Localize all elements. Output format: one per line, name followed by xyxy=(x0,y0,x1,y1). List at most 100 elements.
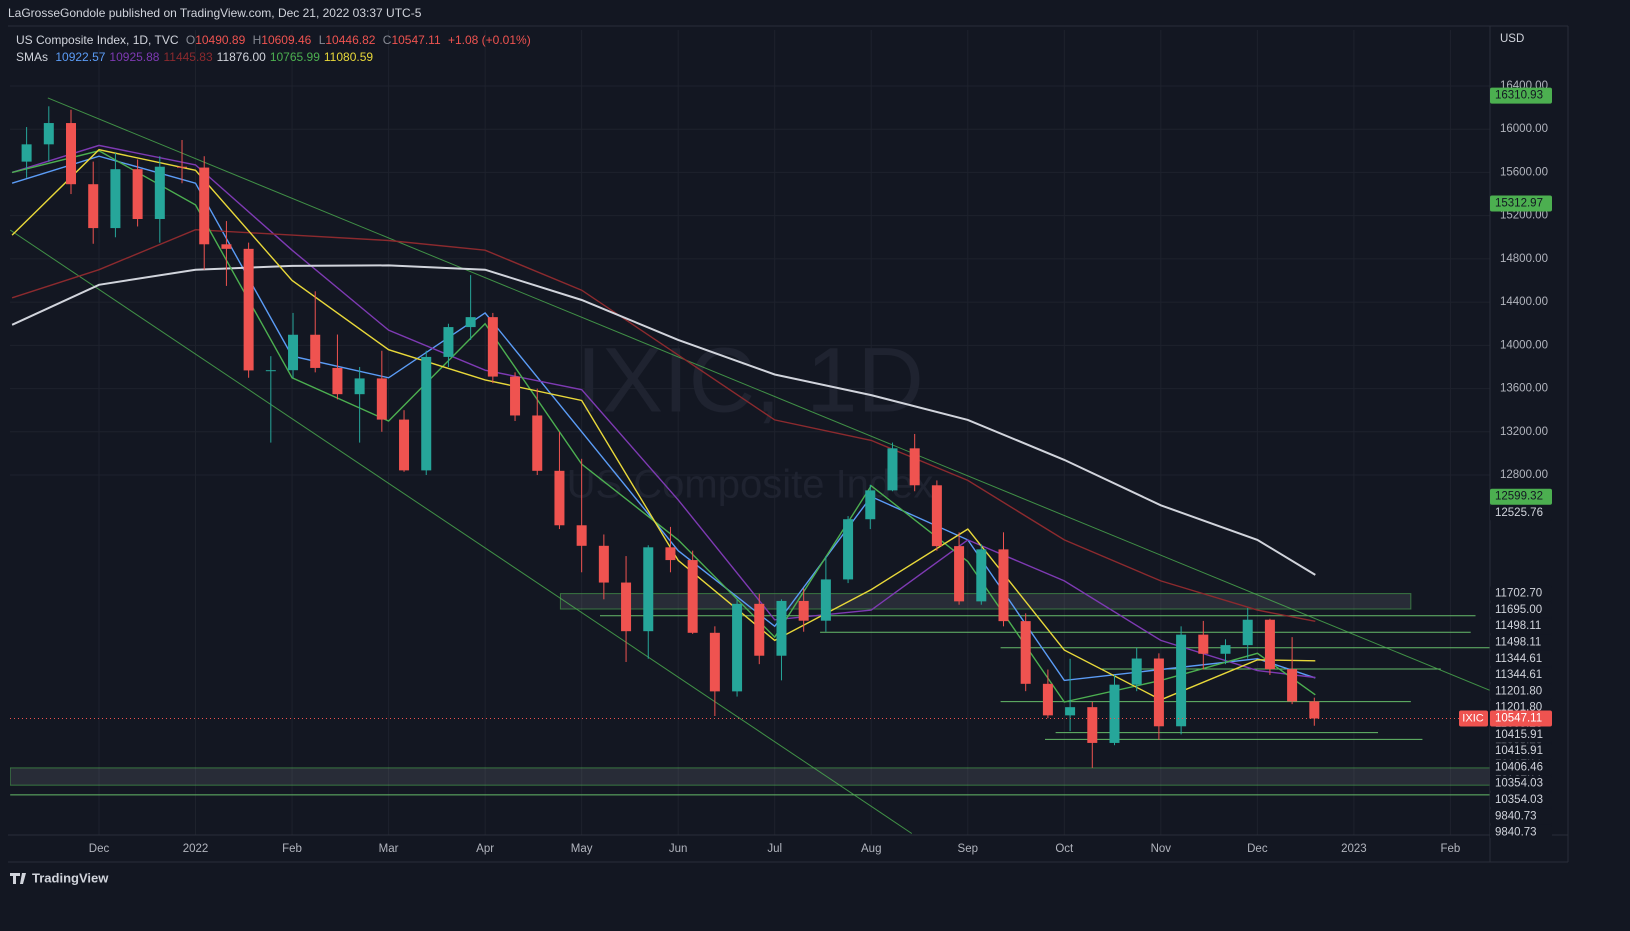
y-tick-label: 13200.00 xyxy=(1500,426,1548,438)
footer-brand: TradingView xyxy=(32,870,109,885)
candle-body xyxy=(598,545,609,583)
candle-body xyxy=(1109,684,1120,743)
candle-body xyxy=(243,248,254,371)
candle-body xyxy=(554,470,565,526)
x-tick-label: 2022 xyxy=(183,843,209,855)
x-tick-label: Nov xyxy=(1151,843,1172,855)
candle-body xyxy=(510,376,521,416)
ohlc-label: C xyxy=(382,33,392,47)
x-tick-label: Apr xyxy=(476,843,494,855)
candle-body xyxy=(1287,669,1298,702)
price-tag: 11695.00 xyxy=(1495,604,1542,616)
candle-body xyxy=(443,327,454,357)
candle-body xyxy=(687,560,698,633)
ohlc-value: 10547.11 xyxy=(391,33,441,47)
sma-value: 10765.99 xyxy=(269,50,320,64)
candle-body xyxy=(199,167,210,245)
candle-body xyxy=(954,546,965,602)
y-tick-label: 14000.00 xyxy=(1500,339,1548,351)
symbol-title: US Composite Index, 1D, TVC xyxy=(16,33,179,47)
ohlc-value: 10490.89 xyxy=(195,33,246,47)
candle-body xyxy=(421,356,432,471)
price-tag: 11344.61 xyxy=(1495,653,1542,665)
price-tag: 9840.73 xyxy=(1495,827,1537,839)
candle-body xyxy=(843,519,854,580)
price-tag-bg xyxy=(1490,759,1552,776)
change: +1.08 (+0.01%) xyxy=(447,33,531,47)
y-tick-label: 15200.00 xyxy=(1500,210,1548,222)
candle-body xyxy=(732,603,743,692)
price-tag-bg xyxy=(1490,601,1552,618)
ohlc-label: O xyxy=(185,33,196,47)
candle-body xyxy=(776,600,787,656)
candle-body xyxy=(43,123,54,145)
legend-sma: SMAs 10922.57 10925.88 11445.83 11876.00 107… xyxy=(16,50,377,64)
candle-body xyxy=(376,378,387,420)
candle-body xyxy=(1020,621,1031,684)
candle-body xyxy=(221,244,232,249)
legend-ohlc: US Composite Index, 1D, TVC O10490.89 H 1… xyxy=(16,33,535,47)
candle-body xyxy=(310,334,321,368)
candle-body xyxy=(1198,634,1209,654)
price-tag-bg xyxy=(1490,808,1552,825)
candle-body xyxy=(1131,658,1142,685)
ohlc-label: H xyxy=(252,33,262,47)
candle-body xyxy=(887,448,898,491)
price-tag: 10415.91 xyxy=(1495,729,1543,741)
symbol-tag-bg xyxy=(1459,710,1488,727)
candle-body xyxy=(354,378,365,395)
x-tick-label: Mar xyxy=(379,843,399,855)
candle-body xyxy=(132,169,143,220)
sma-line xyxy=(11,144,1316,679)
price-tag: 11498.11 xyxy=(1495,620,1541,632)
candle-body xyxy=(487,317,498,377)
x-tick-label: Dec xyxy=(1247,843,1268,855)
watermark: IXIC, 1D xyxy=(576,329,924,431)
sma-line xyxy=(11,228,1316,622)
candle-body xyxy=(909,448,920,486)
candle-body xyxy=(1153,658,1164,727)
candle-body xyxy=(399,419,410,471)
price-tag: 11344.61 xyxy=(1495,669,1542,681)
candle-body xyxy=(1176,634,1187,727)
publisher: LaGrosseGondole published on TradingView… xyxy=(8,6,422,20)
candle-body xyxy=(110,169,121,229)
candle-body xyxy=(465,317,476,328)
price-tag: 9840.73 xyxy=(1495,810,1537,822)
sma-value: 10922.57 xyxy=(55,50,106,64)
candle-body xyxy=(665,547,676,561)
candle-body xyxy=(1220,645,1231,654)
price-tag-bg xyxy=(1490,791,1552,808)
price-tag: 10354.03 xyxy=(1495,778,1543,790)
candle-body xyxy=(754,603,765,656)
candle-body xyxy=(88,184,99,229)
sma-line xyxy=(11,264,1316,576)
price-tag: 11201.80 xyxy=(1495,685,1542,697)
x-tick-label: Oct xyxy=(1055,843,1074,855)
candle-body xyxy=(1264,619,1275,670)
candle-body xyxy=(865,490,876,520)
price-tag-bg xyxy=(1490,618,1552,635)
candle-body xyxy=(931,485,942,547)
y-tick-label: 14800.00 xyxy=(1500,253,1548,265)
price-tag: 16310.93 xyxy=(1495,90,1543,102)
price-tag-bg xyxy=(1490,634,1552,651)
price-tag-bg xyxy=(1490,775,1552,792)
sma-line xyxy=(11,150,1316,703)
sma-label: SMAs xyxy=(16,50,49,64)
candle-body xyxy=(1242,619,1253,646)
candle-body xyxy=(332,367,343,395)
candle-body xyxy=(21,144,32,162)
price-tag-bg xyxy=(1490,505,1552,522)
x-tick-label: Feb xyxy=(282,843,302,855)
trendline xyxy=(10,229,913,834)
x-tick-label: Dec xyxy=(89,843,110,855)
price-tag-bg xyxy=(1490,743,1552,760)
price-tag-bg xyxy=(1490,650,1552,667)
candle-body xyxy=(643,547,654,632)
price-tag-bg xyxy=(1490,585,1552,602)
current-price-tag-bg xyxy=(1490,710,1552,727)
